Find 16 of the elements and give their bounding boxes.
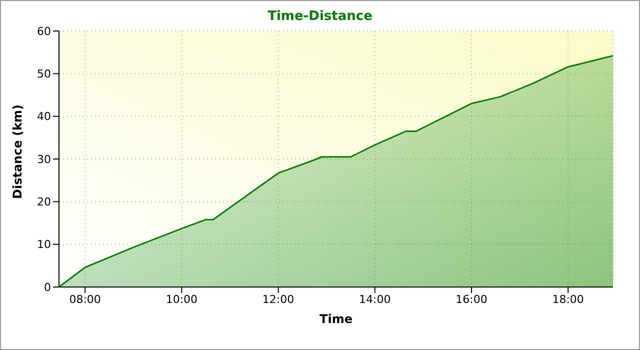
y-tick-label: 0: [44, 280, 51, 294]
x-tick-label: 10:00: [166, 292, 198, 306]
x-tick-label: 12:00: [262, 292, 294, 306]
y-tick-label: 30: [37, 152, 51, 166]
x-tick-label: 08:00: [69, 292, 101, 306]
y-tick-label: 50: [37, 68, 51, 81]
y-tick-label: 20: [37, 196, 51, 209]
chart-title: Time-Distance: [266, 9, 374, 24]
y-tick-label: 60: [37, 24, 51, 38]
y-tick-label: 10: [37, 238, 51, 252]
x-tick-label: 16:00: [456, 292, 488, 306]
y-axis-title: Distance (km): [10, 104, 24, 199]
x-tick-label: 14:00: [359, 292, 391, 306]
y-tick-label: 40: [37, 110, 51, 124]
x-tick-label: 18:00: [552, 292, 584, 306]
x-axis-title: Time: [320, 312, 352, 326]
